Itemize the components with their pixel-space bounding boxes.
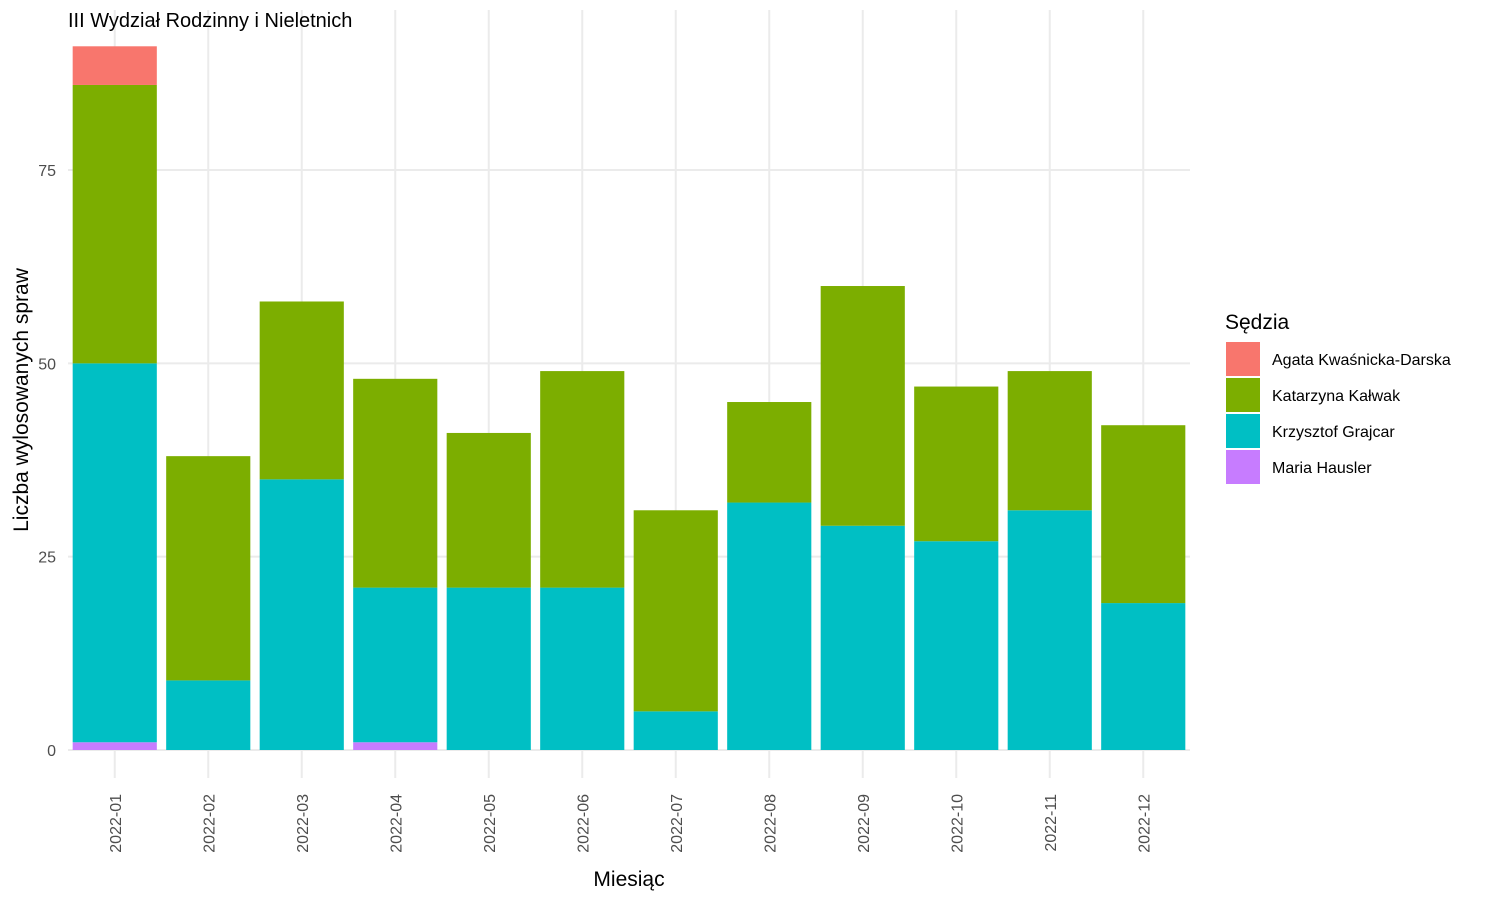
bar-2022-12-series-2 bbox=[1101, 425, 1186, 604]
x-tick-label: 2022-01 bbox=[108, 794, 125, 853]
x-tick-label: 2022-03 bbox=[295, 794, 312, 853]
bar-2022-10-series-2 bbox=[914, 386, 999, 542]
x-axis: 2022-01 2022-02 2022-03 2022-04 2022-05 2022-… bbox=[108, 794, 1154, 853]
bars bbox=[72, 46, 1186, 750]
bar-2022-12-series-1 bbox=[1101, 603, 1186, 750]
y-tick-label: 75 bbox=[38, 163, 56, 180]
y-tick-label: 0 bbox=[47, 743, 56, 760]
legend-swatch bbox=[1226, 378, 1260, 412]
bar-2022-06-series-1 bbox=[540, 587, 625, 750]
bar-2022-11-series-1 bbox=[1007, 510, 1092, 750]
bar-2022-04-series-1 bbox=[353, 587, 438, 743]
bar-2022-07-series-1 bbox=[633, 711, 718, 750]
bar-2022-10-series-1 bbox=[914, 541, 999, 750]
x-tick-label: 2022-07 bbox=[669, 794, 686, 853]
y-tick-label: 50 bbox=[38, 356, 56, 373]
y-tick-label: 25 bbox=[38, 550, 56, 567]
bar-2022-04-series-2 bbox=[353, 378, 438, 588]
bar-2022-02-series-1 bbox=[166, 680, 251, 750]
bar-2022-02-series-2 bbox=[166, 456, 251, 681]
legend-label: Katarzyna Kałwak bbox=[1272, 388, 1401, 405]
bar-2022-08-series-2 bbox=[727, 402, 812, 503]
x-axis-title: Miesiąc bbox=[593, 868, 664, 891]
bar-2022-04-series-0 bbox=[353, 742, 438, 750]
x-tick-label: 2022-09 bbox=[856, 794, 873, 853]
bar-2022-01-series-3 bbox=[72, 46, 157, 85]
legend-label: Krzysztof Grajcar bbox=[1272, 424, 1395, 441]
legend-swatch bbox=[1226, 414, 1260, 448]
legend-title: Sędzia bbox=[1225, 311, 1290, 334]
bar-2022-09-series-1 bbox=[820, 525, 905, 750]
x-tick-label: 2022-11 bbox=[1043, 794, 1060, 852]
chart-title: III Wydział Rodzinny i Nieletnich bbox=[68, 10, 352, 32]
legend-swatch bbox=[1226, 450, 1260, 484]
legend: Sędzia Agata Kwaśnicka-Darska Katarzyna K… bbox=[1225, 311, 1451, 484]
bar-2022-05-series-1 bbox=[446, 587, 531, 750]
bar-2022-01-series-1 bbox=[72, 363, 157, 743]
bar-2022-05-series-2 bbox=[446, 432, 531, 588]
bar-2022-09-series-2 bbox=[820, 286, 905, 526]
bar-2022-01-series-0 bbox=[72, 742, 157, 750]
x-tick-label: 2022-05 bbox=[482, 794, 499, 853]
bar-2022-06-series-2 bbox=[540, 371, 625, 588]
legend-swatch bbox=[1226, 342, 1260, 376]
legend-label: Agata Kwaśnicka-Darska bbox=[1272, 352, 1451, 369]
x-tick-label: 2022-04 bbox=[388, 794, 405, 853]
bar-2022-11-series-2 bbox=[1007, 371, 1092, 511]
bar-2022-07-series-2 bbox=[633, 510, 718, 712]
x-tick-label: 2022-12 bbox=[1136, 794, 1153, 853]
bar-2022-03-series-1 bbox=[259, 479, 344, 750]
y-axis: 0 25 50 75 bbox=[38, 163, 56, 760]
y-axis-title: Liczba wylosowanych spraw bbox=[10, 267, 33, 532]
x-tick-label: 2022-02 bbox=[201, 794, 218, 853]
bar-2022-08-series-1 bbox=[727, 502, 812, 750]
x-tick-label: 2022-08 bbox=[762, 794, 779, 853]
bar-2022-01-series-2 bbox=[72, 84, 157, 364]
bar-2022-03-series-2 bbox=[259, 301, 344, 480]
legend-label: Maria Hausler bbox=[1272, 460, 1372, 477]
x-tick-label: 2022-06 bbox=[575, 794, 592, 853]
x-tick-label: 2022-10 bbox=[949, 794, 966, 853]
